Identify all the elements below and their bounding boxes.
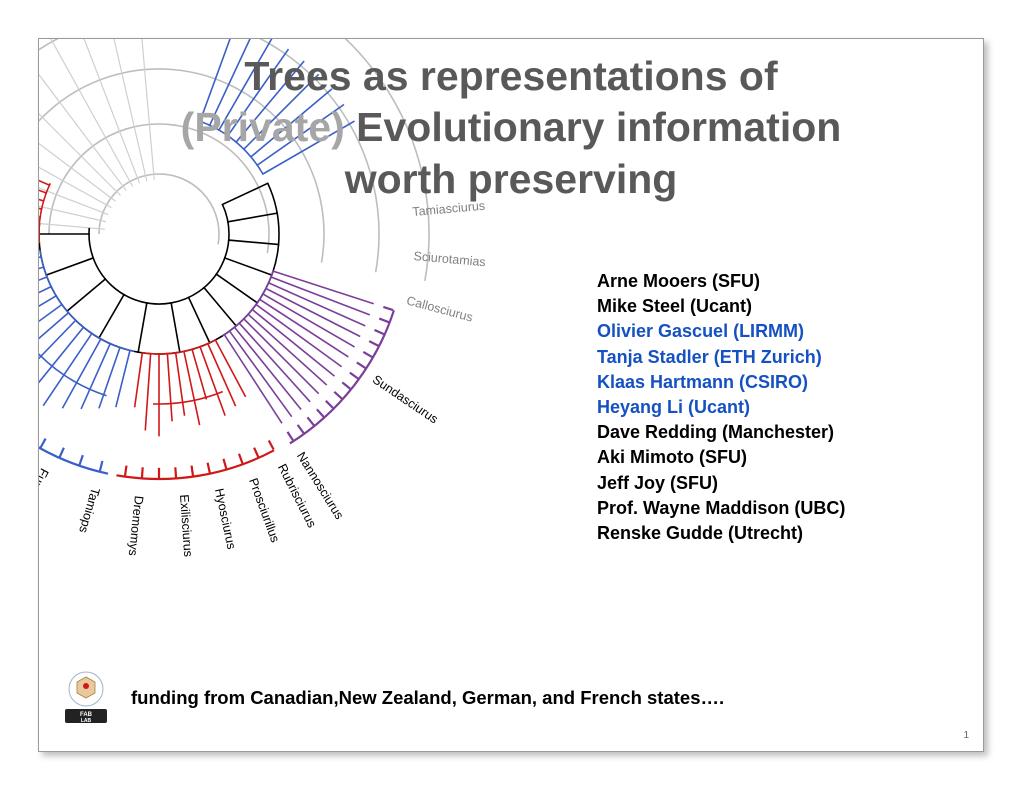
author-line: Tanja Stadler (ETH Zurich) — [597, 345, 972, 370]
title-line-1: Trees as representations of — [39, 51, 983, 102]
author-line: Mike Steel (Ucant) — [597, 294, 972, 319]
author-line: Arne Mooers (SFU) — [597, 269, 972, 294]
author-list: Arne Mooers (SFU)Mike Steel (Ucant)Olivi… — [597, 269, 972, 546]
author-line: Aki Mimoto (SFU) — [597, 445, 972, 470]
slide-frame: Trees as representations of (Private) Ev… — [38, 38, 984, 752]
author-line: Heyang Li (Ucant) — [597, 395, 972, 420]
author-line: Olivier Gascuel (LIRMM) — [597, 319, 972, 344]
title-private-word: (Private) — [181, 104, 356, 150]
footer-row: FAB LAB funding from Canadian,New Zealan… — [57, 669, 962, 727]
author-line: Dave Redding (Manchester) — [597, 420, 972, 445]
page-number: 1 — [963, 730, 969, 741]
title-line-2b: Evolutionary information — [356, 104, 841, 150]
title-line-3: worth preserving — [39, 154, 983, 205]
svg-text:LAB: LAB — [81, 718, 92, 724]
funding-text: funding from Canadian,New Zealand, Germa… — [131, 687, 724, 709]
title-line-2: (Private) Evolutionary information — [39, 102, 983, 153]
author-line: Jeff Joy (SFU) — [597, 471, 972, 496]
author-line: Renske Gudde (Utrecht) — [597, 521, 972, 546]
author-line: Prof. Wayne Maddison (UBC) — [597, 496, 972, 521]
author-line: Klaas Hartmann (CSIRO) — [597, 370, 972, 395]
title-block: Trees as representations of (Private) Ev… — [39, 51, 983, 205]
sfu-fablab-logo: FAB LAB — [57, 669, 115, 727]
